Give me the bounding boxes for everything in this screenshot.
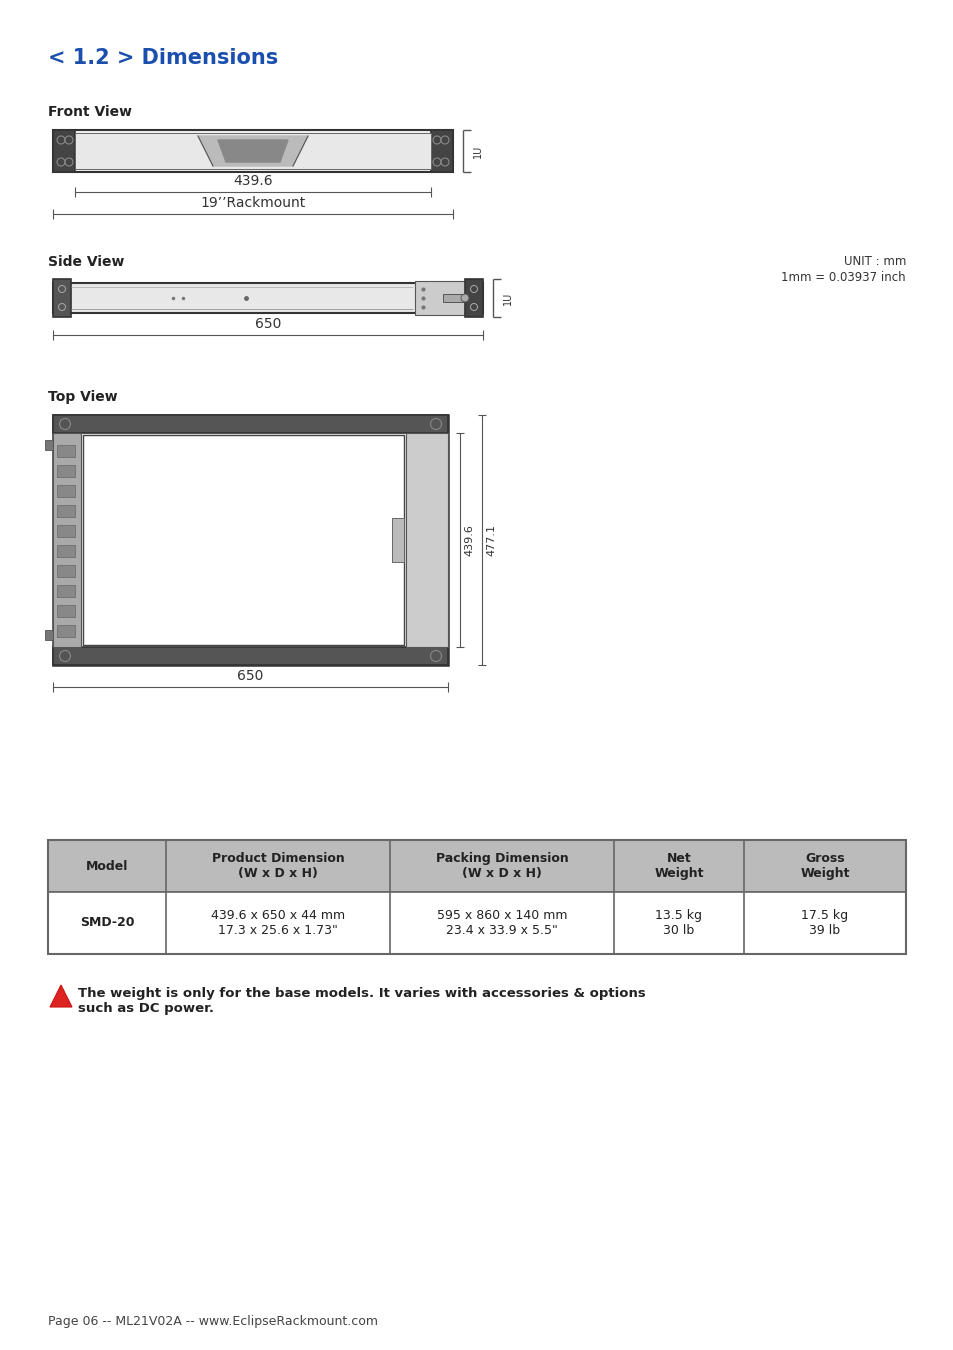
Text: 13.5 kg
30 lb: 13.5 kg 30 lb bbox=[655, 909, 701, 937]
Bar bbox=[53, 414, 448, 433]
Bar bbox=[53, 130, 453, 171]
Bar bbox=[392, 518, 403, 562]
Text: 1U: 1U bbox=[473, 144, 482, 158]
Bar bbox=[57, 446, 75, 458]
Text: Side View: Side View bbox=[48, 255, 124, 269]
Text: Top View: Top View bbox=[48, 390, 117, 404]
Text: 439.6: 439.6 bbox=[233, 174, 273, 188]
Text: 650: 650 bbox=[254, 317, 281, 331]
Bar bbox=[57, 605, 75, 617]
Bar bbox=[406, 433, 448, 647]
Text: The weight is only for the base models. It varies with accessories & options
suc: The weight is only for the base models. … bbox=[78, 987, 645, 1015]
Text: Page 06 -- ML21V02A -- www.EclipseRackmount.com: Page 06 -- ML21V02A -- www.EclipseRackmo… bbox=[48, 1315, 377, 1328]
Bar bbox=[75, 134, 431, 169]
Text: Front View: Front View bbox=[48, 105, 132, 119]
Bar bbox=[431, 130, 453, 171]
Text: SMD-20: SMD-20 bbox=[80, 917, 134, 930]
Bar bbox=[48, 840, 905, 892]
Bar bbox=[45, 440, 53, 450]
Bar bbox=[57, 585, 75, 597]
Bar bbox=[57, 525, 75, 537]
Text: !: ! bbox=[58, 992, 64, 1006]
Bar bbox=[57, 505, 75, 517]
Text: 595 x 860 x 140 mm
23.4 x 33.9 x 5.5": 595 x 860 x 140 mm 23.4 x 33.9 x 5.5" bbox=[436, 909, 567, 937]
Bar bbox=[57, 464, 75, 477]
Bar bbox=[53, 130, 75, 171]
Text: 19’’Rackmount: 19’’Rackmount bbox=[200, 196, 305, 211]
Text: 17.5 kg
39 lb: 17.5 kg 39 lb bbox=[801, 909, 847, 937]
Bar bbox=[53, 433, 81, 647]
Text: 477.1: 477.1 bbox=[485, 524, 496, 556]
Bar bbox=[48, 892, 905, 954]
Text: Packing Dimension
(W x D x H): Packing Dimension (W x D x H) bbox=[436, 852, 568, 880]
Bar bbox=[53, 279, 71, 317]
Bar bbox=[53, 284, 482, 313]
Text: Model: Model bbox=[86, 860, 128, 872]
Polygon shape bbox=[50, 986, 71, 1007]
Text: 1U: 1U bbox=[502, 292, 513, 305]
Bar bbox=[442, 294, 464, 302]
Bar bbox=[57, 485, 75, 497]
Bar bbox=[53, 414, 448, 666]
Text: Net
Weight: Net Weight bbox=[654, 852, 703, 880]
Bar bbox=[57, 625, 75, 637]
Bar bbox=[415, 281, 464, 315]
Text: 439.6: 439.6 bbox=[463, 524, 474, 556]
Polygon shape bbox=[198, 136, 308, 166]
Text: 439.6 x 650 x 44 mm
17.3 x 25.6 x 1.73": 439.6 x 650 x 44 mm 17.3 x 25.6 x 1.73" bbox=[211, 909, 345, 937]
Polygon shape bbox=[218, 140, 288, 162]
Text: Product Dimension
(W x D x H): Product Dimension (W x D x H) bbox=[212, 852, 344, 880]
Bar bbox=[464, 279, 482, 317]
Bar bbox=[53, 647, 448, 666]
Bar bbox=[83, 435, 403, 645]
Text: < 1.2 > Dimensions: < 1.2 > Dimensions bbox=[48, 49, 278, 68]
Text: UNIT : mm: UNIT : mm bbox=[842, 255, 905, 269]
Text: Gross
Weight: Gross Weight bbox=[800, 852, 849, 880]
Bar bbox=[48, 840, 905, 954]
Circle shape bbox=[460, 294, 469, 302]
Bar bbox=[45, 630, 53, 640]
Bar bbox=[57, 545, 75, 558]
Text: 1mm = 0.03937 inch: 1mm = 0.03937 inch bbox=[781, 271, 905, 284]
Text: 650: 650 bbox=[237, 670, 263, 683]
Bar bbox=[57, 566, 75, 576]
